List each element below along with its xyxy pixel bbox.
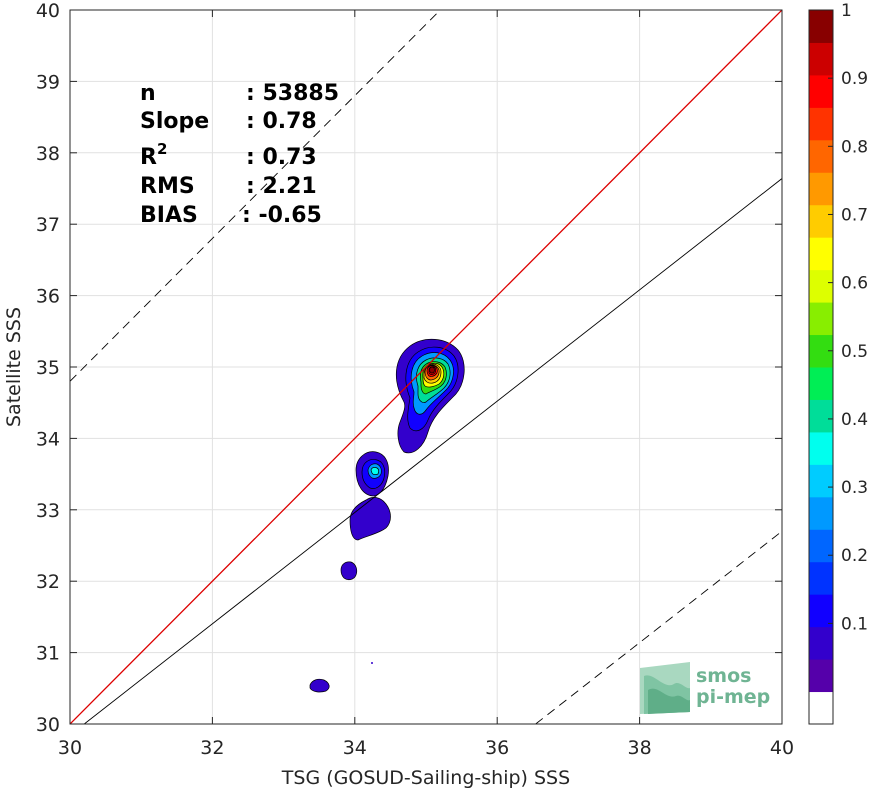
stat-slope-value: : 0.78 [246, 109, 317, 134]
y-tick-label-3: 33 [36, 500, 60, 522]
colorbar-segment-17 [809, 139, 833, 173]
stat-rms-value: : 2.21 [246, 174, 317, 199]
colorbar-segment-20 [809, 42, 833, 76]
colorbar-tick-label-2: 0.3 [841, 478, 868, 498]
colorbar-tick-label-7: 0.8 [841, 137, 868, 157]
x-tick-label-3: 36 [485, 737, 509, 759]
y-tick-label-7: 37 [36, 214, 60, 236]
axis-ticks: 30 32 34 36 38 40 30 31 32 33 34 35 36 37 38 39 40 [36, 0, 794, 759]
y-tick-label-5: 35 [36, 357, 60, 379]
colorbar-segment-0 [809, 691, 833, 725]
colorbar-segment-9 [809, 399, 833, 433]
y-tick-label-2: 32 [36, 571, 60, 593]
colorbar-segment-8 [809, 431, 833, 465]
x-tick-label-4: 38 [628, 737, 652, 759]
colorbar: 0.1 0.2 0.3 0.4 0.5 0.6 0.7 0.8 0.9 1 [808, 1, 868, 725]
colorbar-tick-label-4: 0.5 [841, 342, 868, 362]
y-tick-label-10: 40 [36, 0, 60, 22]
stat-bias-key: BIAS [140, 203, 198, 228]
stat-rms-key: RMS [140, 174, 195, 199]
colorbar-tick-label-5: 0.6 [841, 274, 868, 294]
density-blob-main [395, 339, 465, 454]
y-axis-label: Satellite SSS [3, 307, 25, 427]
x-tick-label-5: 40 [770, 737, 794, 759]
density-blob-small-2 [309, 678, 330, 693]
colorbar-tick-label-9: 1 [841, 1, 852, 21]
colorbar-tick-label-3: 0.4 [841, 410, 868, 430]
colorbar-segment-16 [809, 172, 833, 206]
colorbar-segment-7 [809, 464, 833, 498]
density-speck [371, 662, 373, 664]
y-tick-label-4: 34 [36, 428, 60, 450]
statistics-panel: n : 53885 Slope : 0.78 R2 : 0.73 RMS : 2… [140, 81, 339, 228]
colorbar-segment-18 [809, 107, 833, 141]
stat-n-key: n [140, 81, 156, 106]
colorbar-segment-21 [809, 10, 833, 43]
colorbar-segment-13 [809, 269, 833, 303]
y-tick-label-9: 39 [36, 71, 60, 93]
colorbar-tick-label-8: 0.9 [841, 69, 868, 89]
reference-lines [70, 10, 782, 724]
y-tick-label-8: 38 [36, 143, 60, 165]
y-tick-label-0: 30 [36, 714, 60, 736]
colorbar-segment-1 [809, 659, 833, 693]
smos-pimep-logo: smos pi-mep [640, 662, 770, 714]
colorbar-segment-14 [809, 237, 833, 271]
logo-icon [640, 662, 690, 714]
x-tick-label-0: 30 [58, 737, 82, 759]
x-tick-label-2: 34 [343, 737, 367, 759]
colorbar-frame [808, 9, 834, 725]
stat-slope-key: Slope [140, 109, 209, 134]
colorbar-segment-10 [809, 367, 833, 400]
density-blob-secondary [355, 451, 389, 497]
stat-n-value: : 53885 [246, 81, 339, 106]
stat-r2-value: : 0.73 [246, 145, 317, 170]
line-one-to-one [70, 10, 782, 724]
density-blob-small-1 [340, 561, 358, 581]
colorbar-segment-3 [809, 594, 833, 628]
colorbar-segment-6 [809, 496, 833, 530]
colorbar-segment-2 [809, 626, 833, 660]
line-upper-bound [70, 10, 441, 382]
colorbar-segment-4 [809, 561, 833, 595]
line-lower-bound [535, 530, 782, 724]
y-tick-label-6: 36 [36, 286, 60, 308]
colorbar-segment-5 [809, 529, 833, 563]
density-contours [309, 339, 465, 693]
logo-text-smos: smos [696, 665, 751, 687]
y-tick-label-1: 31 [36, 643, 60, 665]
logo-text-pimep: pi-mep [696, 686, 770, 708]
colorbar-segment-15 [809, 204, 833, 238]
x-axis-label: TSG (GOSUD-Sailing-ship) SSS [281, 767, 570, 789]
x-tick-label-1: 32 [200, 737, 224, 759]
colorbar-tick-label-1: 0.2 [841, 546, 868, 566]
stat-r2-key: R2 [140, 140, 167, 170]
stat-bias-value: : -0.65 [242, 203, 322, 228]
line-regression [83, 178, 782, 724]
colorbar-tick-label-0: 0.1 [841, 614, 868, 634]
colorbar-tick-label-6: 0.7 [841, 205, 868, 225]
colorbar-segment-12 [809, 302, 833, 336]
colorbar-segment-19 [809, 74, 833, 108]
